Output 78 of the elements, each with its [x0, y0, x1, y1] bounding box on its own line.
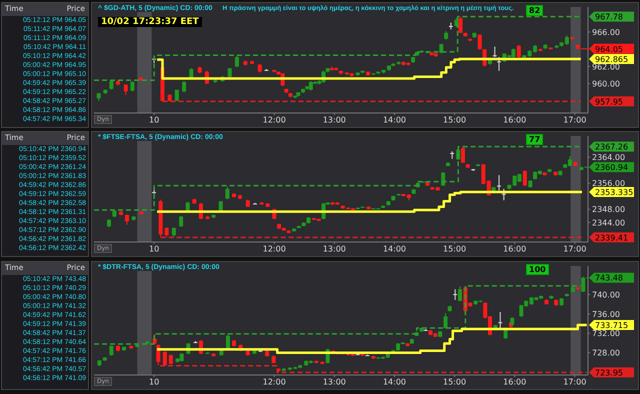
- candlestick: [225, 186, 230, 200]
- candlestick: [109, 344, 114, 356]
- candlestick: [498, 312, 502, 329]
- x-tick-label: 10: [149, 378, 160, 387]
- candlestick: [174, 89, 179, 102]
- x-tick-label: 13:00: [322, 244, 346, 254]
- y-tick-label: 2344.00: [592, 218, 626, 228]
- y-tick-label: 962.00: [592, 62, 620, 72]
- x-tick-label: 15:00: [443, 244, 466, 254]
- x-tick-label: 15:00: [443, 116, 466, 125]
- indicator-box: 82: [526, 5, 544, 16]
- candlestick: [492, 46, 497, 58]
- data-label: 962.865: [595, 55, 628, 64]
- candlestick: [125, 214, 130, 226]
- y-tick-label: 960.00: [592, 80, 620, 89]
- candlestick: [460, 146, 465, 164]
- candlestick: [478, 34, 482, 50]
- candlestick: [228, 68, 232, 78]
- candlestick: [234, 54, 239, 68]
- y-tick-label: 736.00: [592, 310, 620, 319]
- annotation: 743.48: [595, 274, 623, 283]
- data-label: 723.95: [595, 368, 623, 378]
- y-tick-label: 2364.00: [592, 153, 626, 162]
- indicator-box: 77: [526, 134, 544, 145]
- candlestick: [458, 16, 463, 34]
- data-label: 957.95: [595, 97, 623, 106]
- candlestick: [496, 56, 501, 72]
- x-tick-label: 17:00: [563, 244, 586, 254]
- candlestick: [182, 80, 186, 93]
- candlestick: [308, 80, 313, 92]
- x-tick-label: 17:00: [563, 116, 586, 125]
- candlestick: [179, 215, 184, 228]
- candlestick: [162, 350, 167, 366]
- x-tick-label: 12:00: [262, 244, 286, 254]
- candlestick: [516, 44, 521, 58]
- candlestick: [124, 84, 128, 96]
- x-tick-label: 14:00: [382, 116, 406, 125]
- candlestick: [439, 44, 444, 54]
- x-tick-label: 14:00: [382, 378, 406, 387]
- data-label: 2367.26: [595, 142, 628, 152]
- data-label: 967.78: [595, 12, 623, 22]
- x-tick-label: 12:00: [262, 378, 286, 387]
- x-tick-label: 16:00: [503, 378, 526, 387]
- annotation: 10/02 17:23:37 EET: [98, 17, 202, 27]
- candlestick: [511, 48, 516, 58]
- x-tick-label: 13:00: [322, 378, 346, 387]
- x-tick-label: 10: [149, 244, 160, 254]
- x-tick-label: 17:00: [563, 378, 586, 387]
- x-tick-label: 16:00: [503, 244, 526, 254]
- data-label: 733.715: [595, 321, 628, 330]
- y-tick-label: 966.00: [592, 28, 620, 37]
- x-tick-label: 14:00: [382, 244, 406, 254]
- indicator-box: 100: [526, 264, 549, 275]
- candlestick: [497, 174, 502, 191]
- x-tick-label: 12:00: [262, 116, 286, 125]
- candlestick: [130, 80, 134, 92]
- data-label: 2353.335: [595, 188, 634, 197]
- y-tick-label: 2348.00: [592, 205, 626, 214]
- y-tick-label: 728.00: [592, 348, 620, 358]
- annotation: 964.05: [595, 44, 623, 54]
- data-label: 2339.41: [595, 233, 628, 242]
- candlestick: [522, 170, 527, 186]
- y-tick-label: 740.00: [592, 290, 620, 300]
- candlestick: [581, 276, 586, 293]
- candlestick: [168, 354, 173, 365]
- x-tick-label: 13:00: [322, 116, 346, 125]
- candlestick: [164, 226, 169, 238]
- candlestick: [453, 288, 458, 300]
- x-tick-label: 10: [149, 116, 160, 125]
- annotation: 2360.94: [595, 163, 628, 172]
- candlestick: [172, 226, 176, 238]
- x-tick-label: 15:00: [443, 378, 466, 387]
- y-tick-label: 2356.00: [592, 179, 626, 188]
- candlestick: [458, 286, 462, 302]
- candlestick: [502, 188, 506, 201]
- x-tick-label: 16:00: [503, 116, 526, 125]
- y-tick-label: 732.00: [592, 329, 620, 338]
- candlestick: [444, 312, 448, 329]
